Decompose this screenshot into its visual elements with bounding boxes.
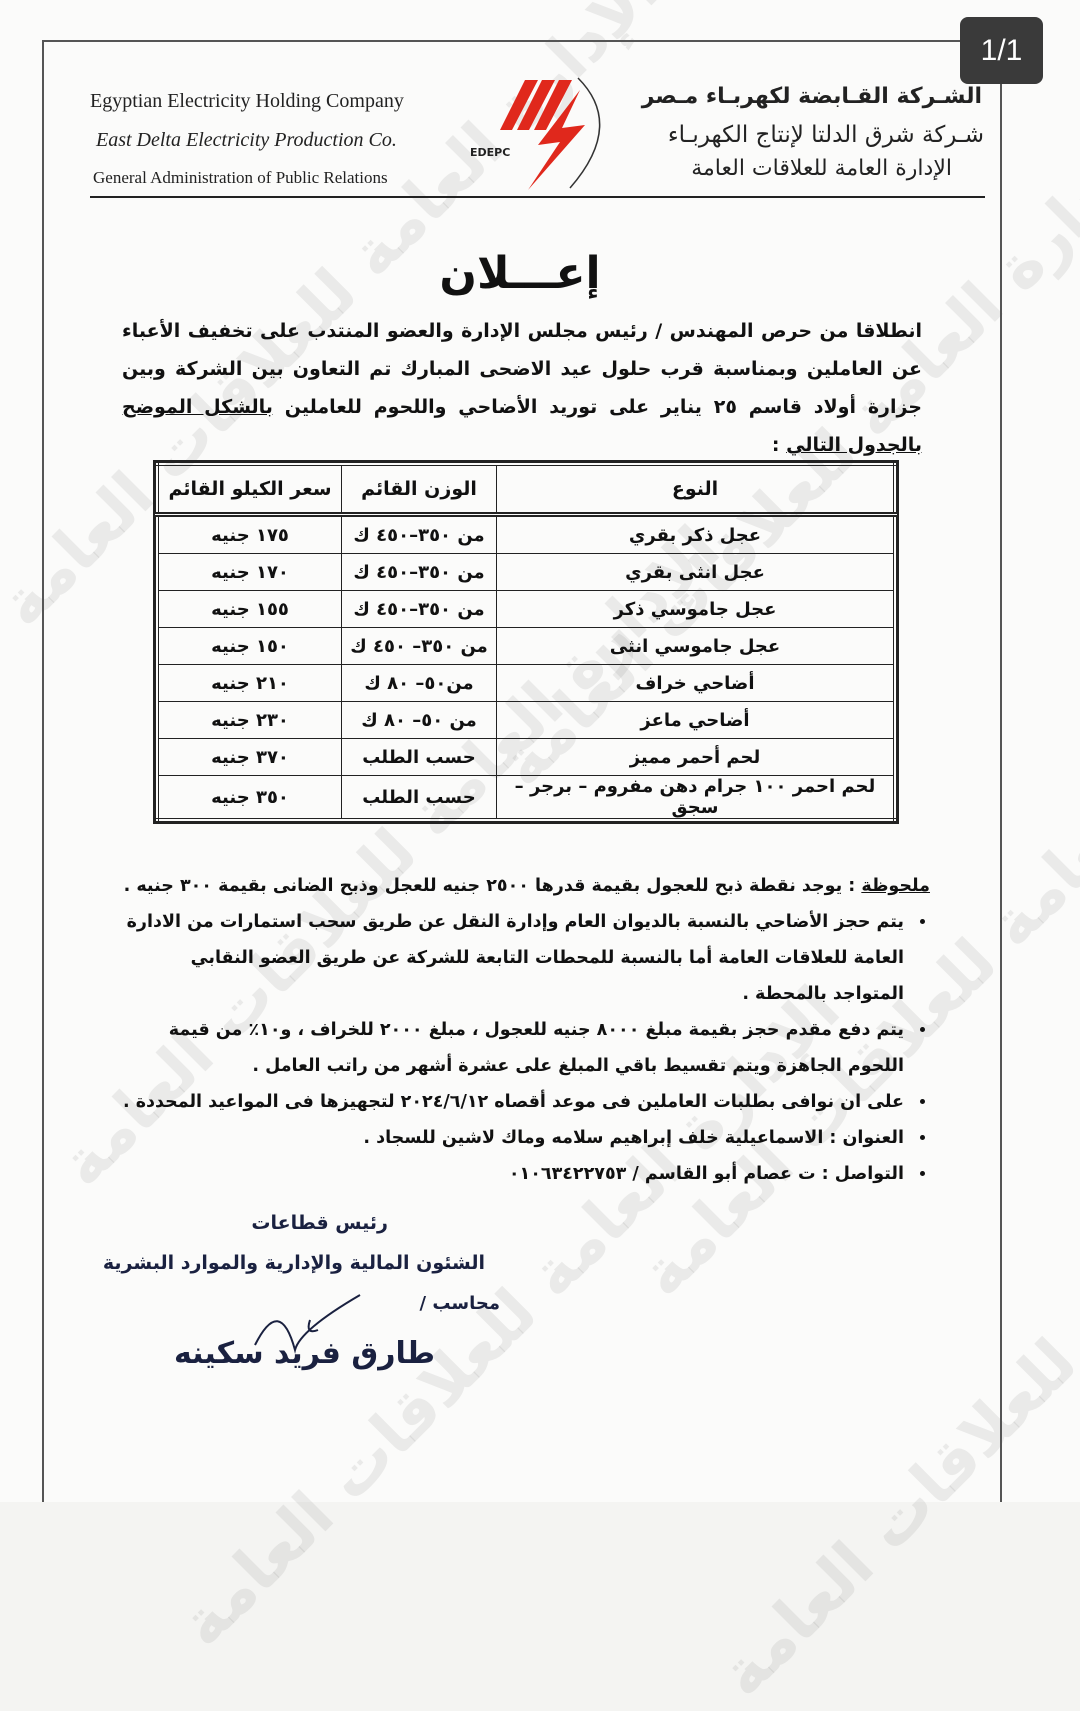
announcement-title: إعـــلان	[439, 248, 601, 299]
edepc-logo: EDEPC	[470, 77, 601, 190]
signature-title: رئيس قطاعات	[251, 1212, 388, 1234]
list-item: العنوان : الاسماعيلية خلف إبراهيم سلامه …	[120, 1120, 908, 1156]
weight-cell: من ٣٥٠–٤٥٠ ك	[341, 553, 497, 591]
table-row: عجل جاموسي ذكر من ٣٥٠–٤٥٠ ك ١٥٥ جنيه	[156, 590, 896, 628]
table-row: عجل ذكر بقري من ٣٥٠–٤٥٠ ك ١٧٥ جنيه	[156, 514, 896, 554]
type-cell: أضاحي ماعز	[495, 701, 896, 739]
handwritten-signature	[254, 1294, 361, 1354]
signature-department: الشئون المالية والإدارية والموارد البشري…	[102, 1252, 485, 1274]
price-cell: ٢١٠ جنيه	[156, 664, 343, 702]
type-cell: عجل ذكر بقري	[495, 514, 896, 554]
table-header-row: النوع الوزن القائم سعر الكيلو القائم	[156, 463, 896, 517]
intro-text: انطلاقا من حرص المهندس / رئيس مجلس الإدا…	[122, 320, 922, 418]
weight-cell: من٥٠– ٨٠ ك	[341, 664, 497, 702]
price-cell: ٣٥٠ جنيه	[156, 775, 343, 821]
signature-role: محاسب /	[419, 1293, 500, 1314]
weight-cell: من ٣٥٠–٤٥٠ ك	[341, 514, 497, 554]
type-cell: عجل انثى بقري	[495, 553, 896, 591]
price-cell: ١٧٠ جنيه	[156, 553, 343, 591]
note-text: : يوجد نقطة ذبح للعجول بقيمة قدرها ٢٥٠٠ …	[123, 876, 862, 896]
note-label: ملحوظة	[861, 876, 930, 896]
document-page: الإدارة العامة للعلاقات العامة الإدارة ا…	[0, 0, 1080, 1502]
price-cell: ٣٧٠ جنيه	[156, 738, 343, 776]
weight-cell: حسب الطلب	[341, 738, 497, 776]
list-item: يتم حجز الأضاحي بالنسبة بالديوان العام و…	[120, 904, 908, 1012]
type-cell: أضاحي خراف	[495, 664, 896, 702]
page-counter: 1/1	[960, 17, 1043, 84]
header-ar-subsidiary: شـركة شرق الدلتا لإنتاج الكهربـاء	[667, 122, 984, 148]
header-ar-department: الإدارة العامة للعلاقات العامة	[691, 156, 952, 181]
col-type: النوع	[495, 463, 896, 517]
document-border	[42, 40, 1002, 1502]
price-cell: ١٧٥ جنيه	[156, 514, 343, 554]
type-cell: لحم احمر ١٠٠ جرام دهن مفروم – برجر – سجق	[495, 775, 896, 821]
table-row: أضاحي ماعز من ٥٠– ٨٠ ك ٢٣٠ جنيه	[156, 701, 896, 739]
type-cell: عجل جاموسي انثى	[495, 627, 896, 665]
price-cell: ٢٣٠ جنيه	[156, 701, 343, 739]
type-cell: لحم أحمر مميز	[495, 738, 896, 776]
table-row: عجل انثى بقري من ٣٥٠–٤٥٠ ك ١٧٠ جنيه	[156, 553, 896, 591]
list-item: على ان نوافى بطلبات العاملين فى موعد أقص…	[120, 1084, 908, 1120]
table-row: لحم أحمر مميز حسب الطلب ٣٧٠ جنيه	[156, 738, 896, 776]
notes-list: يتم حجز الأضاحي بالنسبة بالديوان العام و…	[120, 904, 930, 1192]
table-row: عجل جاموسي انثى من ٣٥٠– ٤٥٠ ك ١٥٠ جنيه	[156, 627, 896, 665]
notes-section: ملحوظة : يوجد نقطة ذبح للعجول بقيمة قدره…	[120, 868, 930, 1192]
col-price: سعر الكيلو القائم	[156, 463, 343, 517]
header-divider	[90, 196, 985, 198]
price-cell: ١٥٥ جنيه	[156, 590, 343, 628]
price-cell: ١٥٠ جنيه	[156, 627, 343, 665]
logo-text: EDEPC	[470, 146, 510, 159]
header-en-company: Egyptian Electricity Holding Company	[90, 90, 404, 112]
header-en-subsidiary: East Delta Electricity Production Co.	[96, 129, 397, 151]
intro-end: :	[771, 434, 787, 456]
list-item: يتم دفع مقدم حجز بقيمة مبلغ ٨٠٠٠ جنيه لل…	[120, 1012, 908, 1084]
intro-emphasis: بالشكل الموضح بالجدول التالي	[122, 396, 922, 456]
col-weight: الوزن القائم	[341, 463, 497, 517]
list-item: التواصل : ت عصام أبو القاسم / ٠١٠٦٣٤٢٢٧٥…	[120, 1156, 908, 1192]
signature-name: طارق فريد سكينه	[173, 1336, 435, 1371]
weight-cell: من ٣٥٠–٤٥٠ ك	[341, 590, 497, 628]
table-row: لحم احمر ١٠٠ جرام دهن مفروم – برجر – سجق…	[156, 775, 896, 821]
header-ar-company: الشـركة القـابضة لكهربـاء مـصر	[641, 84, 982, 109]
weight-cell: من ٣٥٠– ٤٥٠ ك	[341, 627, 497, 665]
table-row: أضاحي خراف من٥٠– ٨٠ ك ٢١٠ جنيه	[156, 664, 896, 702]
weight-cell: من ٥٠– ٨٠ ك	[341, 701, 497, 739]
header-en-department: General Administration of Public Relatio…	[93, 168, 388, 187]
note-line: ملحوظة : يوجد نقطة ذبح للعجول بقيمة قدره…	[120, 868, 930, 904]
price-table: النوع الوزن القائم سعر الكيلو القائم عجل…	[153, 460, 899, 824]
type-cell: عجل جاموسي ذكر	[495, 590, 896, 628]
intro-paragraph: انطلاقا من حرص المهندس / رئيس مجلس الإدا…	[122, 312, 922, 464]
weight-cell: حسب الطلب	[341, 775, 497, 821]
